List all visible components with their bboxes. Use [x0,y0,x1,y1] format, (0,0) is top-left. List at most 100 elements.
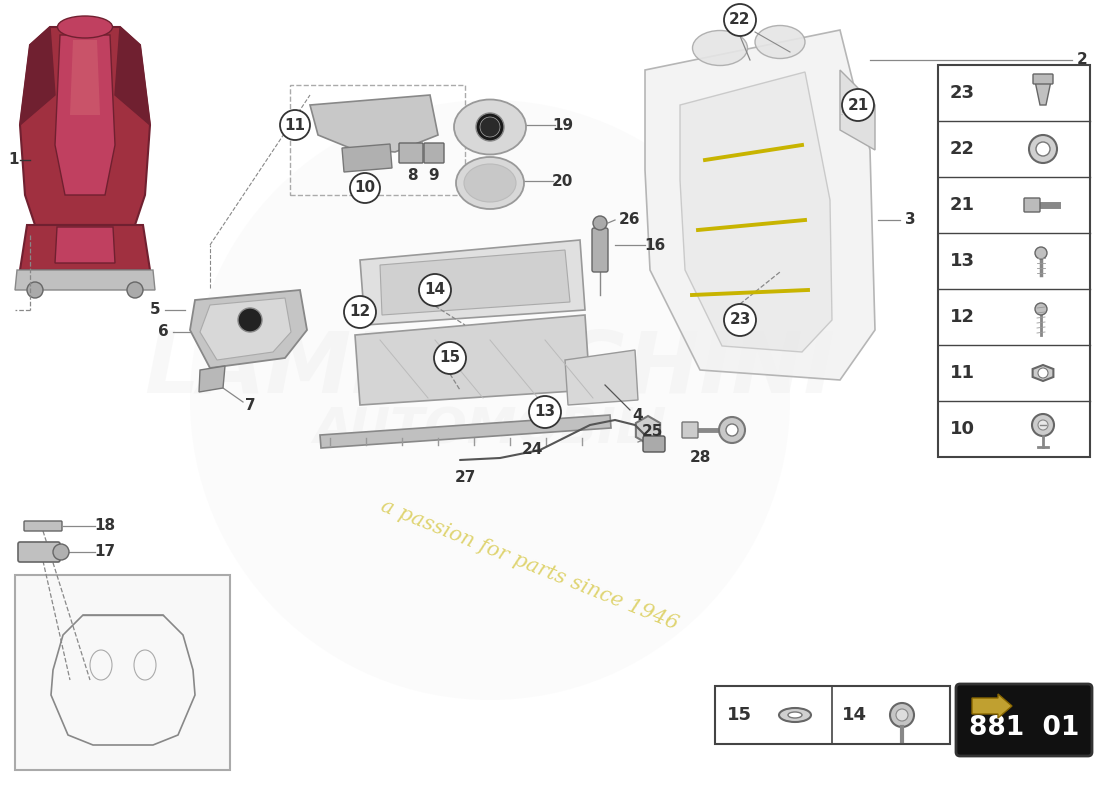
Text: 11: 11 [285,118,306,133]
Circle shape [1035,303,1047,315]
Polygon shape [565,350,638,405]
Text: 24: 24 [521,442,542,458]
Text: 14: 14 [425,282,446,298]
Text: 9: 9 [429,169,439,183]
Circle shape [1036,142,1050,156]
Circle shape [1035,247,1047,259]
Text: 15: 15 [439,350,461,366]
Polygon shape [680,72,832,352]
Circle shape [53,544,69,560]
Circle shape [476,113,504,141]
Text: 15: 15 [727,706,752,724]
Circle shape [1032,414,1054,436]
Text: 10: 10 [354,181,375,195]
Circle shape [350,173,380,203]
Text: 4: 4 [632,407,644,422]
Circle shape [724,304,756,336]
Text: AUTOMOBILI: AUTOMOBILI [314,406,667,454]
Polygon shape [360,240,585,325]
Ellipse shape [464,164,516,202]
Circle shape [280,110,310,140]
Circle shape [1028,135,1057,163]
Text: 13: 13 [535,405,556,419]
FancyBboxPatch shape [715,686,950,744]
Polygon shape [379,250,570,315]
Text: 14: 14 [842,706,867,724]
Polygon shape [20,27,55,125]
Text: 12: 12 [350,305,371,319]
Text: 26: 26 [619,213,640,227]
FancyBboxPatch shape [424,143,444,163]
Text: 19: 19 [552,118,573,133]
Text: 20: 20 [551,174,573,189]
Circle shape [344,296,376,328]
Circle shape [1038,420,1048,430]
Polygon shape [310,95,438,152]
Circle shape [719,417,745,443]
Polygon shape [636,416,660,444]
FancyBboxPatch shape [1024,198,1040,212]
Ellipse shape [57,16,112,38]
Polygon shape [20,225,150,270]
Polygon shape [645,30,874,380]
Polygon shape [200,298,292,360]
Polygon shape [355,315,590,405]
Polygon shape [190,290,307,368]
Circle shape [724,4,756,36]
Text: 22: 22 [950,140,975,158]
Polygon shape [15,270,155,290]
Polygon shape [1035,81,1050,105]
Text: 1: 1 [9,153,20,167]
Ellipse shape [456,157,524,209]
FancyBboxPatch shape [592,228,608,272]
Circle shape [238,308,262,332]
Circle shape [593,216,607,230]
Text: 5: 5 [150,302,161,318]
Text: 23: 23 [950,84,975,102]
Text: 21: 21 [847,98,869,113]
Text: LAMBORGHINI: LAMBORGHINI [144,329,836,411]
Text: 6: 6 [157,325,168,339]
Polygon shape [342,144,392,172]
Text: 2: 2 [1077,53,1088,67]
Text: 25: 25 [641,425,662,439]
Ellipse shape [779,708,811,722]
Text: 11: 11 [950,364,975,382]
Polygon shape [70,40,100,115]
Circle shape [126,282,143,298]
FancyBboxPatch shape [956,684,1092,756]
Text: 16: 16 [645,238,665,253]
Ellipse shape [693,30,748,66]
Text: 21: 21 [950,196,975,214]
Polygon shape [320,415,610,448]
Polygon shape [55,35,116,195]
Circle shape [434,342,466,374]
Text: 10: 10 [950,420,975,438]
Polygon shape [199,366,226,392]
Ellipse shape [755,26,805,58]
Circle shape [190,100,790,700]
Text: 23: 23 [729,313,750,327]
Ellipse shape [788,712,802,718]
Polygon shape [20,27,150,225]
Polygon shape [972,694,1012,718]
Text: 18: 18 [95,518,116,534]
FancyBboxPatch shape [399,143,424,163]
FancyBboxPatch shape [15,575,230,770]
Polygon shape [116,27,150,125]
FancyBboxPatch shape [682,422,698,438]
Text: 7: 7 [244,398,255,414]
Polygon shape [55,227,116,263]
Circle shape [896,709,907,721]
Circle shape [1038,368,1048,378]
Text: a passion for parts since 1946: a passion for parts since 1946 [378,497,682,634]
FancyBboxPatch shape [1033,74,1053,84]
Ellipse shape [454,99,526,154]
Text: 8: 8 [407,169,417,183]
Circle shape [726,424,738,436]
Text: 22: 22 [729,13,750,27]
Polygon shape [1033,365,1054,381]
Circle shape [842,89,874,121]
FancyBboxPatch shape [18,542,60,562]
Text: 12: 12 [950,308,975,326]
